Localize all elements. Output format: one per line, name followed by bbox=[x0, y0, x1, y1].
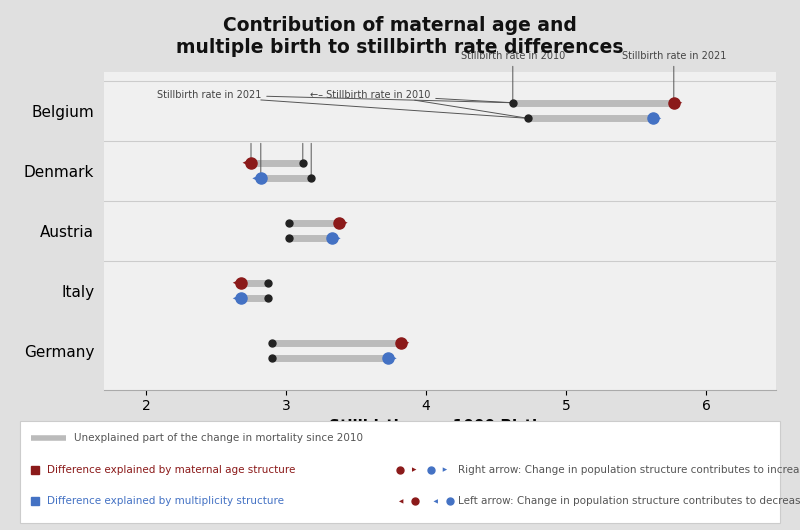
Text: Contribution of maternal age and
multiple birth to stillbirth rate differences: Contribution of maternal age and multipl… bbox=[176, 16, 624, 57]
Text: Right arrow: Change in population structure contributes to increase in stillbirt: Right arrow: Change in population struct… bbox=[458, 465, 800, 474]
Text: Stillbirth rate in 2010: Stillbirth rate in 2010 bbox=[461, 51, 565, 100]
Text: Left arrow: Change in population structure contributes to decrease in stillbirth: Left arrow: Change in population structu… bbox=[458, 497, 800, 506]
X-axis label: Stillbirths per 1000 Births: Stillbirths per 1000 Births bbox=[329, 419, 551, 434]
Text: Stillbirth rate in 2021: Stillbirth rate in 2021 bbox=[622, 51, 726, 100]
Text: Stillbirth rate in 2021: Stillbirth rate in 2021 bbox=[157, 90, 510, 103]
Text: Difference explained by multiplicity structure: Difference explained by multiplicity str… bbox=[46, 497, 284, 506]
Text: Difference explained by maternal age structure: Difference explained by maternal age str… bbox=[46, 465, 295, 474]
Text: Unexplained part of the change in mortality since 2010: Unexplained part of the change in mortal… bbox=[74, 433, 362, 443]
Text: ←– Stillbirth rate in 2010: ←– Stillbirth rate in 2010 bbox=[310, 90, 510, 103]
FancyBboxPatch shape bbox=[20, 421, 780, 523]
